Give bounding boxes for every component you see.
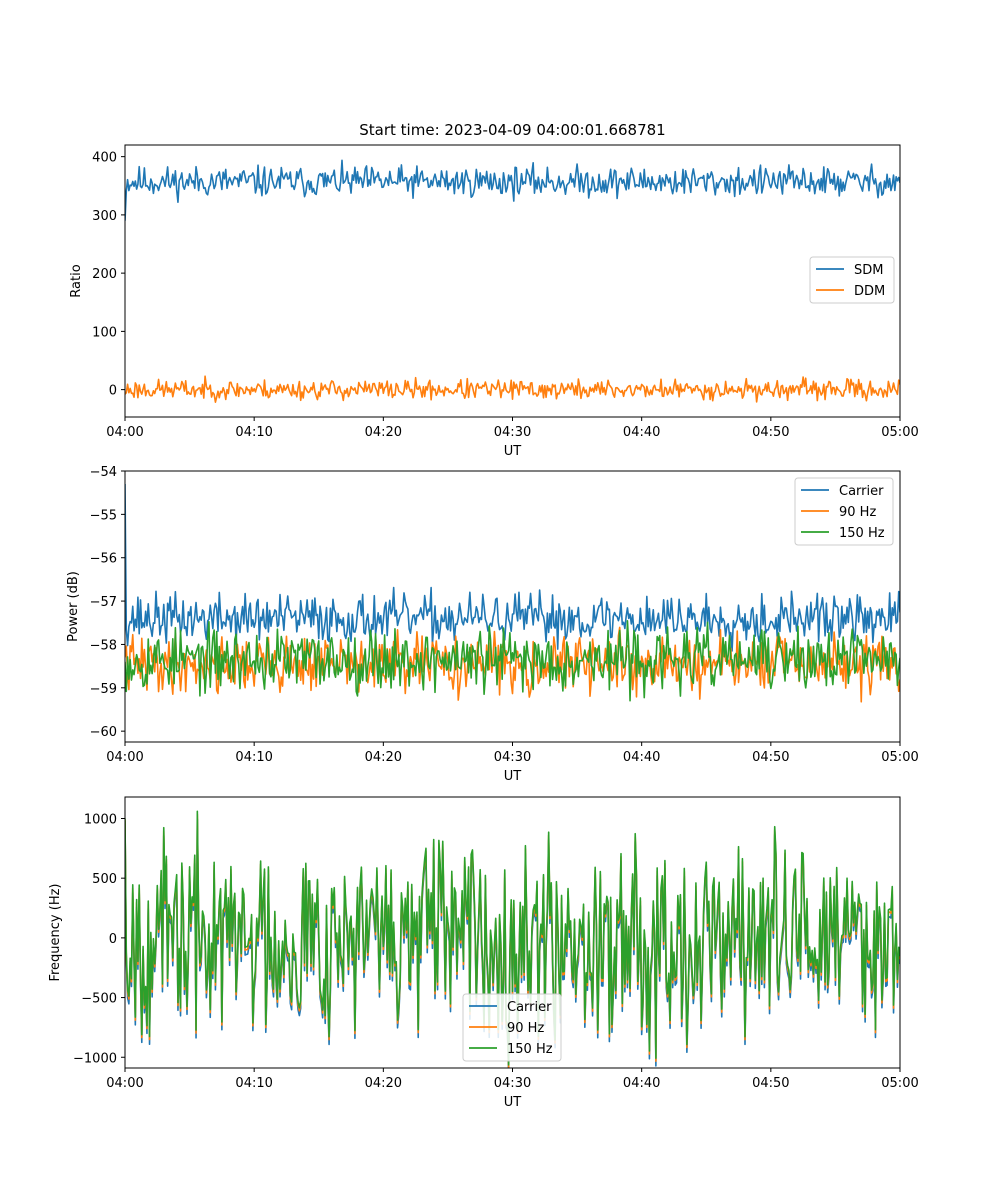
x-tick-label: 04:20 — [365, 1076, 402, 1091]
y-tick-label: 400 — [92, 151, 117, 166]
y-tick-label: 100 — [92, 325, 117, 340]
x-tick-label: 04:40 — [623, 1076, 660, 1091]
legend-label: SDM — [854, 263, 883, 278]
x-tick-label: 05:00 — [881, 750, 918, 765]
x-tick-label: 05:00 — [881, 1076, 918, 1091]
series-line-ddm — [125, 375, 900, 403]
y-tick-label: −56 — [90, 552, 117, 567]
x-tick-label: 04:00 — [106, 750, 143, 765]
x-tick-label: 04:30 — [494, 425, 531, 440]
series-line-carrier — [125, 484, 900, 652]
y-axis-label: Frequency (Hz) — [48, 883, 63, 981]
x-axis-label: UT — [504, 769, 522, 784]
chart-panel-1: 04:00 04:10 04:20 04:30 04:40 04:50 05:00 0 100 2… — [69, 121, 919, 459]
x-tick-label: 04:00 — [106, 1076, 143, 1091]
y-tick-label: −60 — [90, 725, 117, 740]
x-tick-label: 04:10 — [235, 1076, 272, 1091]
series-line-150-hz — [125, 810, 900, 1066]
legend-label: Carrier — [839, 484, 884, 499]
x-tick-label: 04:30 — [494, 1076, 531, 1091]
legend-label: 150 Hz — [839, 526, 885, 541]
legend-label: DDM — [854, 284, 885, 299]
series-line-sdm — [125, 159, 900, 221]
y-tick-label: −57 — [90, 595, 117, 610]
plot-frame — [124, 470, 901, 743]
series-line-90-hz — [125, 626, 900, 703]
legend-label: 90 Hz — [507, 1021, 544, 1036]
y-tick-label: −500 — [81, 992, 117, 1007]
y-tick-label: 300 — [92, 209, 117, 224]
y-axis-label: Ratio — [69, 264, 84, 297]
y-tick-label: −54 — [90, 465, 117, 480]
y-tick-label: −55 — [90, 508, 117, 523]
x-tick-label: 04:50 — [752, 750, 789, 765]
y-tick-label: −59 — [90, 682, 117, 697]
x-tick-label: 04:20 — [365, 750, 402, 765]
legend-box — [462, 993, 562, 1062]
legend-label: Carrier — [507, 1000, 552, 1015]
y-tick-label: 200 — [92, 267, 117, 282]
x-tick-label: 04:50 — [752, 1076, 789, 1091]
chart-panel-2: 04:00 04:10 04:20 04:30 04:40 04:50 05:00 −60 −5… — [66, 465, 919, 784]
y-axis-label: Power (dB) — [66, 571, 81, 642]
series-line-150-hz — [125, 620, 900, 702]
x-tick-label: 04:40 — [623, 750, 660, 765]
y-tick-label: −1000 — [73, 1051, 117, 1066]
chart-panel-3: 04:00 04:10 04:20 04:30 04:40 04:50 05:00 −1000… — [48, 796, 919, 1110]
x-tick-label: 04:30 — [494, 750, 531, 765]
x-tick-label: 04:40 — [623, 425, 660, 440]
x-tick-label: 04:10 — [235, 750, 272, 765]
x-tick-label: 04:10 — [235, 425, 272, 440]
x-tick-label: 04:20 — [365, 425, 402, 440]
legend-label: 150 Hz — [507, 1042, 553, 1057]
y-tick-label: 0 — [109, 932, 117, 947]
legend-box — [794, 477, 894, 546]
y-tick-label: 0 — [109, 384, 117, 399]
legend: Carrier 90 Hz 150 Hz — [462, 993, 562, 1062]
x-tick-label: 04:00 — [106, 425, 143, 440]
legend: Carrier 90 Hz 150 Hz — [794, 477, 894, 546]
x-tick-label: 04:50 — [752, 425, 789, 440]
y-tick-label: −58 — [90, 638, 117, 653]
y-tick-label: 1000 — [84, 812, 117, 827]
legend: SDM DDM — [809, 256, 895, 304]
chart-title: Start time: 2023-04-09 04:00:01.668781 — [359, 121, 665, 139]
y-tick-label: 500 — [92, 872, 117, 887]
x-axis-label: UT — [504, 1095, 522, 1110]
legend-label: 90 Hz — [839, 505, 876, 520]
x-axis-label: UT — [504, 444, 522, 459]
x-tick-label: 05:00 — [881, 425, 918, 440]
